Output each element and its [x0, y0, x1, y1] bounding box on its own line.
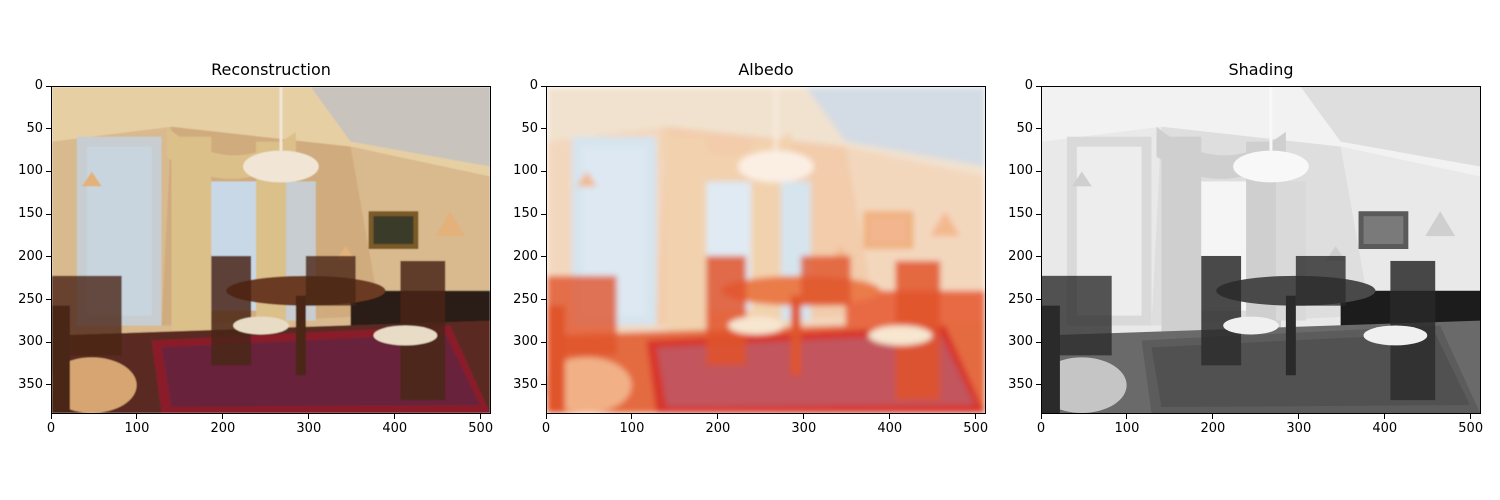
y-tick-label: 0 [529, 78, 538, 93]
y-tick-label: 200 [1008, 248, 1033, 264]
y-tick-label: 150 [18, 206, 43, 222]
x-tick [717, 414, 719, 419]
x-tick [308, 414, 310, 419]
x-tick [1126, 414, 1128, 419]
y-tick [46, 213, 51, 215]
y-tick-label: 350 [513, 376, 538, 392]
y-tick [541, 128, 546, 130]
x-tick-label: 100 [124, 421, 150, 436]
x-tick-label: 400 [877, 421, 903, 436]
x-tick-label: 500 [468, 421, 494, 436]
x-tick-label: 100 [1114, 421, 1140, 436]
x-tick [136, 414, 138, 419]
y-tick-label: 50 [26, 120, 43, 136]
y-tick [46, 128, 51, 130]
y-tick [46, 256, 51, 258]
x-tick-label: 0 [1036, 421, 1046, 436]
y-tick [46, 384, 51, 386]
x-tick [1212, 414, 1214, 419]
y-tick-label: 50 [521, 120, 538, 136]
x-tick-label: 400 [1372, 421, 1398, 436]
y-tick-label: 250 [513, 291, 538, 307]
panel-title: Reconstruction [211, 60, 331, 79]
x-tick-label: 300 [1286, 421, 1312, 436]
x-tick [1040, 414, 1042, 419]
y-tick [541, 256, 546, 258]
x-tick [394, 414, 396, 419]
y-tick [1036, 128, 1041, 130]
y-tick-label: 0 [1024, 78, 1033, 93]
panel-image [51, 86, 491, 414]
y-tick-label: 250 [1008, 291, 1033, 307]
panel-image [1041, 86, 1481, 414]
x-tick-label: 0 [541, 421, 551, 436]
y-tick [1036, 299, 1041, 301]
y-tick-label: 0 [34, 78, 43, 93]
y-tick-label: 300 [513, 334, 538, 350]
x-tick-label: 0 [46, 421, 56, 436]
y-tick-label: 300 [18, 334, 43, 350]
y-tick [541, 85, 546, 87]
x-tick [1384, 414, 1386, 419]
x-tick [975, 414, 977, 419]
x-tick-label: 300 [296, 421, 322, 436]
x-tick-label: 200 [705, 421, 731, 436]
x-tick [222, 414, 224, 419]
y-tick [46, 299, 51, 301]
x-tick [1298, 414, 1300, 419]
y-tick-label: 300 [1008, 334, 1033, 350]
y-tick [1036, 256, 1041, 258]
panel-image [546, 86, 986, 414]
x-tick-label: 500 [1458, 421, 1484, 436]
y-tick-label: 200 [18, 248, 43, 264]
y-tick [46, 341, 51, 343]
panel-title: Shading [1228, 60, 1294, 79]
y-tick [1036, 341, 1041, 343]
y-tick-label: 150 [513, 206, 538, 222]
y-tick [1036, 170, 1041, 172]
y-tick [541, 213, 546, 215]
x-tick-label: 300 [791, 421, 817, 436]
panel-title: Albedo [738, 60, 794, 79]
x-tick-label: 100 [619, 421, 645, 436]
y-tick-label: 150 [1008, 206, 1033, 222]
y-tick [541, 384, 546, 386]
y-tick-label: 200 [513, 248, 538, 264]
x-tick [1470, 414, 1472, 419]
x-tick [631, 414, 633, 419]
y-tick [1036, 213, 1041, 215]
x-tick [480, 414, 482, 419]
x-tick [50, 414, 52, 419]
y-tick [541, 299, 546, 301]
x-tick [545, 414, 547, 419]
y-tick [541, 170, 546, 172]
y-tick-label: 350 [18, 376, 43, 392]
x-tick-label: 200 [210, 421, 236, 436]
x-tick [803, 414, 805, 419]
x-tick [889, 414, 891, 419]
y-tick-label: 250 [18, 291, 43, 307]
x-tick-label: 200 [1200, 421, 1226, 436]
y-tick [46, 85, 51, 87]
y-tick [46, 170, 51, 172]
y-tick [1036, 85, 1041, 87]
y-tick-label: 100 [1008, 163, 1033, 179]
y-tick-label: 350 [1008, 376, 1033, 392]
y-tick-label: 100 [513, 163, 538, 179]
x-tick-label: 500 [963, 421, 989, 436]
x-tick-label: 400 [382, 421, 408, 436]
y-tick [541, 341, 546, 343]
y-tick [1036, 384, 1041, 386]
y-tick-label: 100 [18, 163, 43, 179]
y-tick-label: 50 [1016, 120, 1033, 136]
